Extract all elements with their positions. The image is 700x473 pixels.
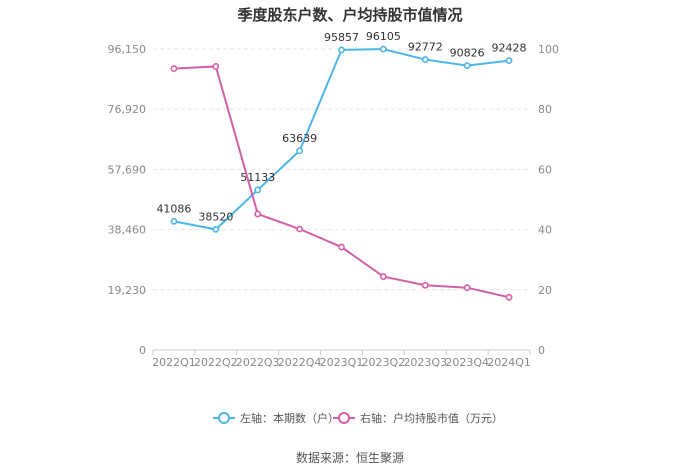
right-tick-label: 60 bbox=[538, 163, 552, 176]
right-axis: 0 20 40 60 80 100 bbox=[538, 43, 559, 357]
x-tick-label: 2023Q3 bbox=[403, 356, 447, 369]
series-point-0 bbox=[338, 46, 345, 54]
left-tick-label: 19,230 bbox=[108, 284, 147, 297]
series-point-1 bbox=[170, 65, 178, 72]
series-point-1 bbox=[379, 273, 387, 280]
left-axis: 0 19,230 38,460 57,690 76,920 96,150 bbox=[108, 43, 147, 357]
data-label: 38520 bbox=[198, 210, 233, 223]
series-point-1 bbox=[463, 284, 471, 292]
right-tick-label: 80 bbox=[538, 103, 552, 116]
series-point-0 bbox=[254, 186, 262, 194]
legend-marker-0 bbox=[218, 412, 230, 424]
data-label: 90826 bbox=[450, 47, 485, 60]
legend-label-0: 左轴：本期数（户） bbox=[240, 411, 339, 425]
x-tick-label: 2022Q4 bbox=[278, 356, 322, 369]
series-point-0 bbox=[463, 62, 471, 70]
series-point-1 bbox=[338, 243, 345, 251]
legend-marker-1 bbox=[338, 412, 350, 424]
series-point-0 bbox=[421, 56, 429, 63]
data-label: 63639 bbox=[282, 132, 317, 145]
data-label: 92772 bbox=[408, 41, 443, 54]
left-tick-label: 76,920 bbox=[108, 103, 147, 116]
right-tick-label: 100 bbox=[538, 43, 559, 56]
series-point-0 bbox=[212, 226, 220, 233]
x-axis: 2022Q12022Q22022Q32022Q42023Q12023Q22023… bbox=[152, 350, 531, 369]
legend-label-1: 右轴：户均持股市值（万元） bbox=[360, 411, 503, 425]
left-tick-label: 38,460 bbox=[108, 224, 147, 237]
right-tick-label: 40 bbox=[538, 224, 552, 237]
x-tick-label: 2023Q1 bbox=[320, 356, 364, 369]
x-tick-label: 2022Q3 bbox=[236, 356, 280, 369]
x-tick-label: 2024Q1 bbox=[487, 356, 531, 369]
left-tick-label: 0 bbox=[139, 344, 146, 357]
series-point-0 bbox=[505, 57, 513, 65]
series-line-0 bbox=[173, 48, 510, 231]
right-tick-label: 20 bbox=[538, 284, 552, 297]
series-point-1 bbox=[421, 281, 429, 289]
left-tick-label: 96,150 bbox=[108, 43, 147, 56]
series-line-1 bbox=[173, 65, 510, 299]
data-label: 41086 bbox=[156, 202, 191, 215]
data-label: 95857 bbox=[324, 31, 359, 44]
legend: 左轴：本期数（户） 右轴：户均持股市值（万元） bbox=[213, 411, 503, 425]
series-point-0 bbox=[296, 147, 304, 155]
x-tick-label: 2022Q1 bbox=[152, 356, 196, 369]
right-tick-label: 0 bbox=[538, 344, 545, 357]
left-tick-label: 57,690 bbox=[108, 163, 147, 176]
x-tick-label: 2023Q4 bbox=[445, 356, 489, 369]
grid bbox=[153, 48, 530, 351]
source-text: 数据来源：恒生聚源 bbox=[296, 450, 404, 465]
data-label: 96105 bbox=[366, 30, 401, 43]
chart-title: 季度股东户数、户均持股市值情况 bbox=[237, 6, 462, 24]
series-point-1 bbox=[254, 210, 262, 218]
data-label: 92428 bbox=[492, 42, 527, 55]
x-tick-label: 2022Q2 bbox=[194, 356, 238, 369]
series-point-1 bbox=[296, 225, 304, 233]
series-point-1 bbox=[212, 63, 220, 70]
series-point-0 bbox=[379, 45, 387, 53]
x-tick-label: 2023Q2 bbox=[362, 356, 406, 369]
series-point-0 bbox=[170, 217, 178, 225]
series-point-1 bbox=[505, 293, 513, 301]
